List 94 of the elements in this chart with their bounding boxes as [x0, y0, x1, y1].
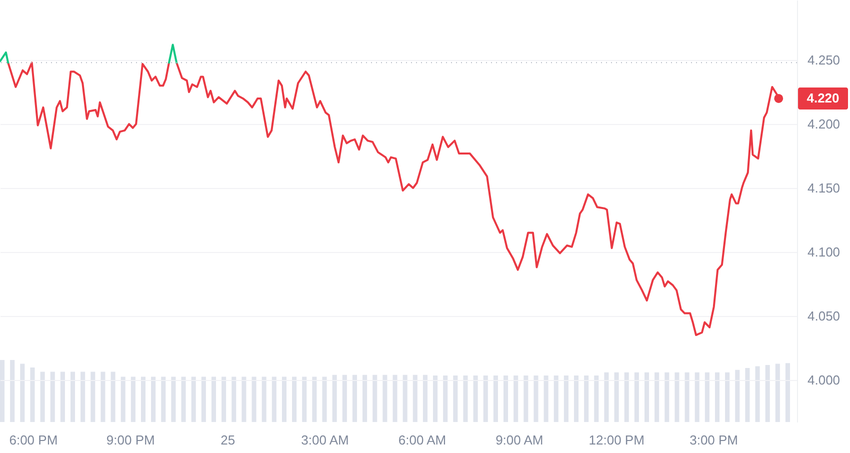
x-tick-label: 6:00 PM — [9, 432, 58, 448]
bar — [70, 372, 76, 422]
bar — [232, 376, 236, 422]
bar — [262, 376, 266, 422]
bar — [110, 372, 116, 422]
bar — [100, 372, 106, 422]
bar — [755, 366, 760, 422]
bar — [292, 376, 297, 422]
bar — [422, 374, 428, 422]
bar — [342, 374, 347, 422]
bar — [785, 363, 790, 422]
bar — [433, 376, 438, 422]
bar — [453, 376, 458, 422]
bar — [372, 374, 378, 422]
bar — [504, 376, 508, 422]
bar — [402, 374, 408, 422]
bar — [745, 368, 750, 422]
y-tick-label: 4.000 — [808, 372, 840, 388]
bar — [624, 372, 629, 422]
bar — [765, 364, 770, 422]
bar — [322, 376, 327, 422]
bar — [634, 372, 639, 422]
bar — [524, 376, 528, 422]
bar — [30, 367, 35, 422]
bar — [252, 376, 256, 422]
bar — [332, 374, 337, 422]
bar — [382, 374, 388, 422]
y-tick-label: 4.150 — [808, 180, 840, 196]
bar — [362, 374, 368, 422]
bar — [644, 372, 650, 422]
bar — [694, 372, 700, 422]
bar — [312, 376, 317, 422]
bar — [242, 376, 246, 422]
bar — [60, 372, 65, 422]
y-tick-label: 4.050 — [808, 308, 840, 324]
bar — [614, 372, 619, 422]
bar — [181, 376, 186, 422]
y-tick-label: 4.250 — [808, 52, 840, 68]
bar — [564, 376, 568, 422]
bar — [40, 372, 45, 422]
bar — [140, 376, 146, 422]
bar — [704, 372, 710, 422]
bar — [674, 372, 680, 422]
bar — [714, 372, 720, 422]
x-tick-label: 9:00 AM — [496, 432, 544, 448]
bar — [594, 376, 599, 422]
x-tick-label: 3:00 AM — [301, 432, 349, 448]
bar — [191, 376, 196, 422]
y-tick-label: 4.200 — [808, 116, 840, 132]
bar — [10, 360, 15, 422]
bar — [574, 376, 579, 422]
bar — [282, 376, 286, 422]
bar — [775, 364, 780, 422]
bar — [554, 376, 558, 422]
bar — [463, 376, 468, 422]
bar — [201, 376, 206, 422]
bar — [90, 372, 96, 422]
x-tick-label: 12:00 PM — [588, 432, 644, 448]
bar — [151, 376, 156, 422]
bar — [161, 376, 166, 422]
bar — [473, 376, 478, 422]
bar — [352, 374, 357, 422]
y-tick-label: 4.100 — [808, 244, 840, 260]
annotation: 4.220 — [806, 90, 840, 106]
bar — [735, 370, 740, 422]
bar — [80, 372, 86, 422]
bar — [392, 374, 398, 422]
bar — [654, 372, 660, 422]
bar — [604, 372, 609, 422]
bar — [412, 374, 418, 422]
bar — [584, 376, 589, 422]
bar — [0, 360, 5, 422]
bar — [684, 372, 690, 422]
x-tick-label: 3:00 PM — [690, 432, 738, 448]
bar — [483, 376, 488, 422]
x-tick-label: 9:00 PM — [106, 432, 155, 448]
bar — [130, 376, 136, 422]
x-tick-label: 6:00 AM — [398, 432, 446, 448]
bar — [534, 376, 538, 422]
bar — [222, 376, 226, 422]
bar — [302, 376, 307, 422]
bar — [120, 376, 126, 422]
bar — [443, 376, 448, 422]
bar — [171, 376, 176, 422]
bar — [20, 364, 25, 422]
bar — [544, 376, 548, 422]
bar — [50, 372, 55, 422]
bar — [493, 376, 498, 422]
bar — [211, 376, 216, 422]
bar — [514, 376, 518, 422]
bar — [664, 372, 670, 422]
bar — [272, 376, 276, 422]
bar — [725, 372, 730, 422]
x-tick-label: 25 — [220, 432, 236, 448]
